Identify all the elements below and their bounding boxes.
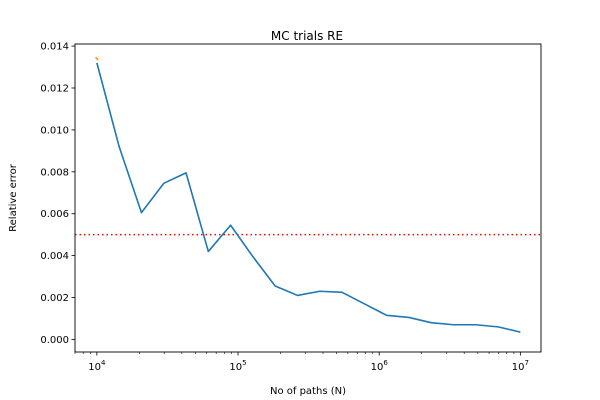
y-axis-label: Relative error — [8, 163, 19, 232]
y-tick-label: 0.000 — [40, 335, 69, 346]
y-tick-label: 0.002 — [40, 293, 69, 304]
y-tick-label: 0.012 — [40, 84, 69, 95]
y-tick-label: 0.008 — [40, 167, 69, 178]
chart-title: MC trials RE — [271, 29, 343, 43]
y-tick-label: 0.014 — [40, 42, 69, 53]
y-tick-label: 0.006 — [40, 209, 69, 220]
axes-frame — [74, 43, 542, 353]
y-axis: 0.000 0.002 0.004 0.006 0.008 0.010 0.012 0.014 — [40, 42, 75, 346]
series-2-line — [96, 62, 521, 333]
y-tick-label: 0.010 — [40, 125, 69, 136]
plot-area — [75, 56, 541, 333]
series-1-line — [95, 56, 99, 61]
y-tick-label: 0.004 — [40, 251, 69, 262]
x-axis-label: No of paths (N) — [270, 386, 346, 397]
